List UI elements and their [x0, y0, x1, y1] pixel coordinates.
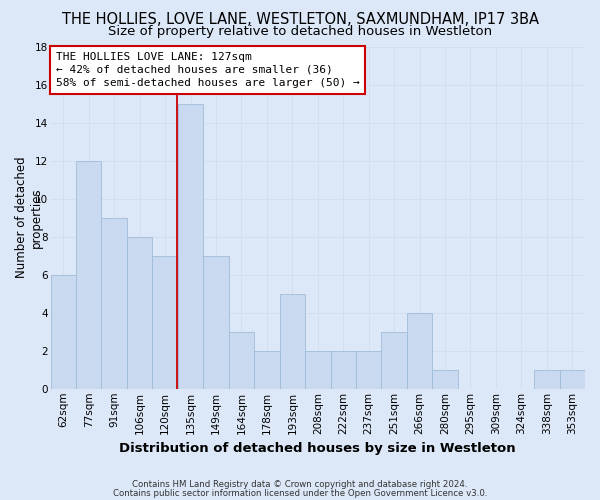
Bar [152, 256, 178, 389]
Bar [433, 370, 458, 389]
X-axis label: Distribution of detached houses by size in Westleton: Distribution of detached houses by size … [119, 442, 516, 455]
Bar [127, 236, 152, 389]
Text: Contains public sector information licensed under the Open Government Licence v3: Contains public sector information licen… [113, 488, 487, 498]
Y-axis label: Number of detached
properties: Number of detached properties [15, 157, 43, 278]
Bar [101, 218, 127, 389]
Bar [305, 350, 331, 389]
Bar [76, 160, 101, 389]
Bar [203, 256, 229, 389]
Text: Contains HM Land Registry data © Crown copyright and database right 2024.: Contains HM Land Registry data © Crown c… [132, 480, 468, 489]
Text: THE HOLLIES LOVE LANE: 127sqm
← 42% of detached houses are smaller (36)
58% of s: THE HOLLIES LOVE LANE: 127sqm ← 42% of d… [56, 52, 359, 88]
Bar [178, 104, 203, 389]
Bar [407, 312, 433, 389]
Bar [254, 350, 280, 389]
Bar [534, 370, 560, 389]
Bar [50, 274, 76, 389]
Text: Size of property relative to detached houses in Westleton: Size of property relative to detached ho… [108, 25, 492, 38]
Bar [382, 332, 407, 389]
Bar [229, 332, 254, 389]
Bar [331, 350, 356, 389]
Bar [280, 294, 305, 389]
Bar [560, 370, 585, 389]
Text: THE HOLLIES, LOVE LANE, WESTLETON, SAXMUNDHAM, IP17 3BA: THE HOLLIES, LOVE LANE, WESTLETON, SAXMU… [62, 12, 539, 28]
Bar [356, 350, 382, 389]
